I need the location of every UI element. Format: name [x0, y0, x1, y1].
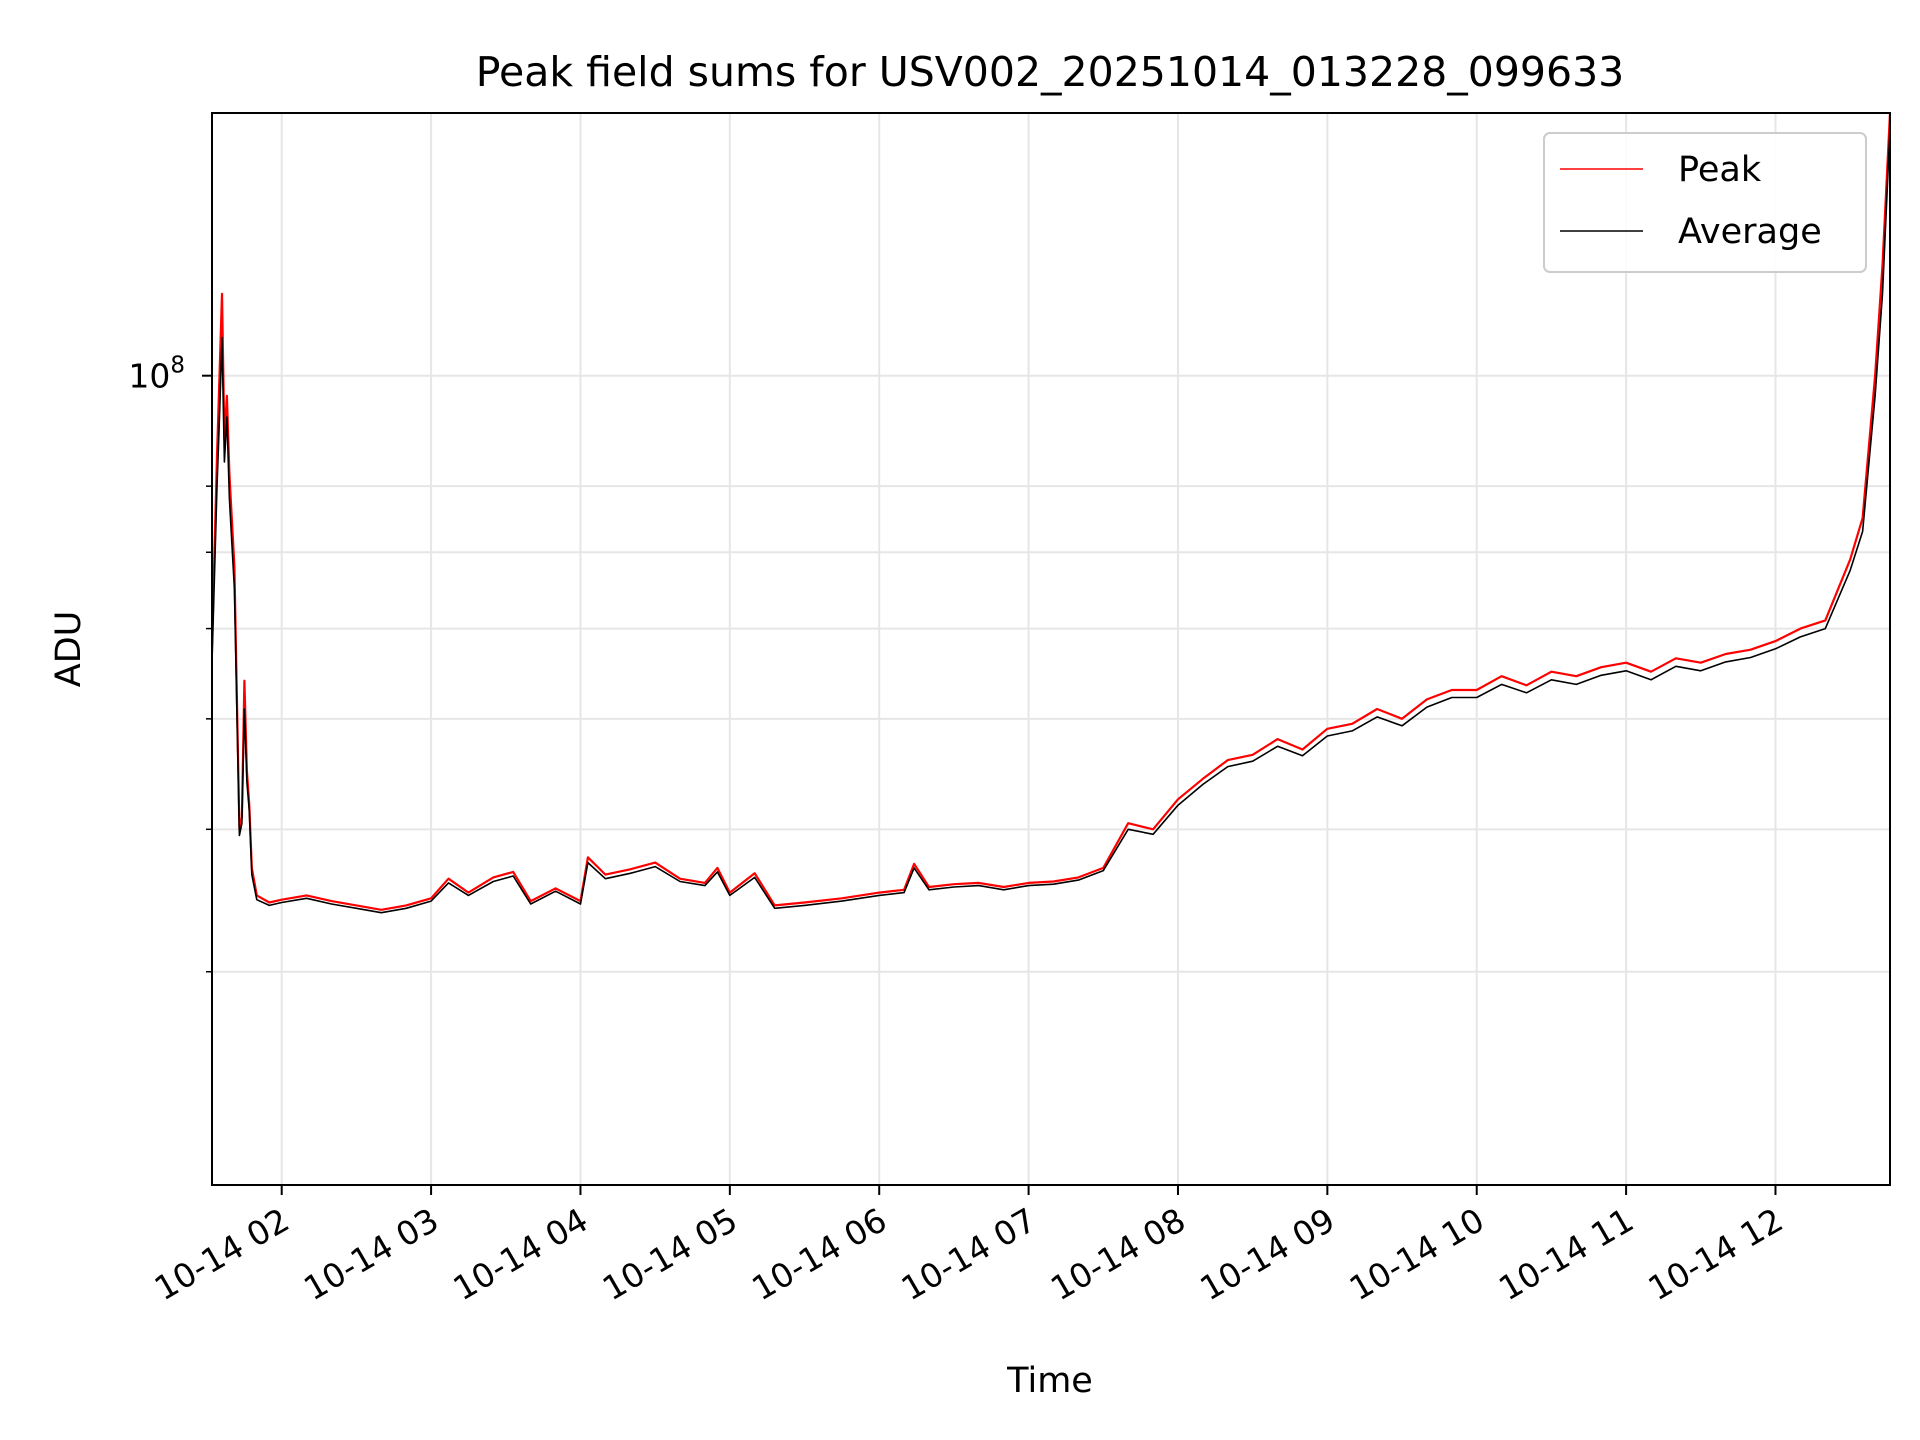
y-tick-label: 108 — [128, 353, 185, 396]
plot-frame — [211, 112, 1891, 1186]
x-axis-label: Time — [1006, 1361, 1093, 1401]
legend-label-peak: Peak — [1678, 150, 1762, 190]
chart-title: Peak field sums for USV002_20251014_0132… — [476, 48, 1625, 96]
y-axis-label: ADU — [49, 611, 89, 688]
series-line-average — [211, 127, 1891, 914]
legend-box — [1543, 132, 1867, 273]
legend: Peak Average — [1543, 132, 1867, 273]
series-line-peak — [210, 112, 1892, 911]
y-axis-ticks: 108 — [128, 353, 212, 973]
plot-series — [210, 112, 1892, 914]
legend-label-average: Average — [1678, 212, 1822, 252]
